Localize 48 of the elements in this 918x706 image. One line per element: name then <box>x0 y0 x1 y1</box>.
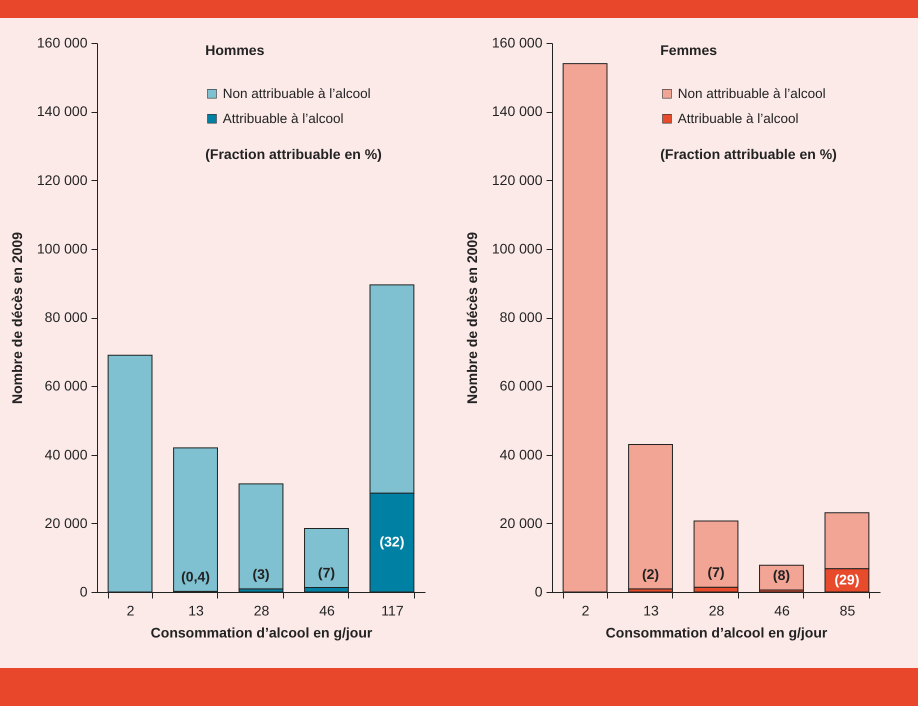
legend-label: Non attribuable à l’alcool <box>222 86 371 101</box>
y-axis-title: Nombre de décès en 2009 <box>464 232 480 404</box>
y-tick-label: 120 000 <box>492 172 543 188</box>
x-tick-label: 13 <box>643 602 660 618</box>
x-tick-label: 46 <box>774 602 790 618</box>
legend-label: Non attribuable à l’alcool <box>678 86 826 101</box>
annotation: (8) <box>772 566 790 583</box>
x-axis-title: Consommation d’alcool en g/jour <box>606 624 828 640</box>
legend-label: Attribuable à l’alcool <box>678 110 799 126</box>
y-tick-label: 0 <box>80 584 88 600</box>
x-axis-title: Consommation d’alcool en g/jour <box>150 624 373 640</box>
y-tick-label: 120 000 <box>36 172 88 188</box>
y-tick-label: 60 000 <box>500 378 543 394</box>
y-tick-label: 160 000 <box>492 34 543 50</box>
chart-title: Hommes <box>205 42 265 58</box>
annotation: (2) <box>642 566 660 582</box>
annotation: (Fraction attribuable en %) <box>660 146 837 162</box>
x-tick-label: 28 <box>254 602 270 618</box>
legend-label: Attribuable à l’alcool <box>222 110 344 126</box>
x-tick-label: 13 <box>188 602 204 618</box>
y-tick-label: 40 000 <box>500 446 543 462</box>
y-tick-label: 100 000 <box>36 240 88 256</box>
y-tick-label: 20 000 <box>500 514 543 531</box>
annotation: (32) <box>379 534 404 550</box>
y-tick-label: 160 000 <box>36 34 88 50</box>
x-tick-label: 28 <box>708 602 724 618</box>
y-tick-label: 80 000 <box>500 309 543 325</box>
annotation: (0,4) <box>181 568 210 584</box>
y-tick-label: 140 000 <box>36 103 88 120</box>
annotation: (7) <box>707 564 725 580</box>
y-tick-label: 60 000 <box>44 378 88 394</box>
x-tick-label: 46 <box>319 602 335 618</box>
x-tick-label: 2 <box>582 602 590 618</box>
annotation: (7) <box>318 564 336 581</box>
y-tick-label: 0 <box>534 584 543 600</box>
y-axis-title: Nombre de décès en 2009 <box>8 232 25 404</box>
y-tick-label: 140 000 <box>492 103 543 120</box>
x-tick-label: 85 <box>840 602 856 618</box>
annotation: (29) <box>834 571 860 588</box>
y-tick-label: 40 000 <box>44 446 88 462</box>
chart-title: Femmes <box>660 42 718 58</box>
annotation: (Fraction attribuable en %) <box>205 146 382 162</box>
x-tick-label: 2 <box>126 602 135 618</box>
y-tick-label: 20 000 <box>44 514 88 531</box>
y-tick-label: 100 000 <box>492 240 543 256</box>
y-tick-label: 80 000 <box>44 309 88 325</box>
annotation: (3) <box>252 566 270 582</box>
x-tick-label: 117 <box>381 602 404 618</box>
